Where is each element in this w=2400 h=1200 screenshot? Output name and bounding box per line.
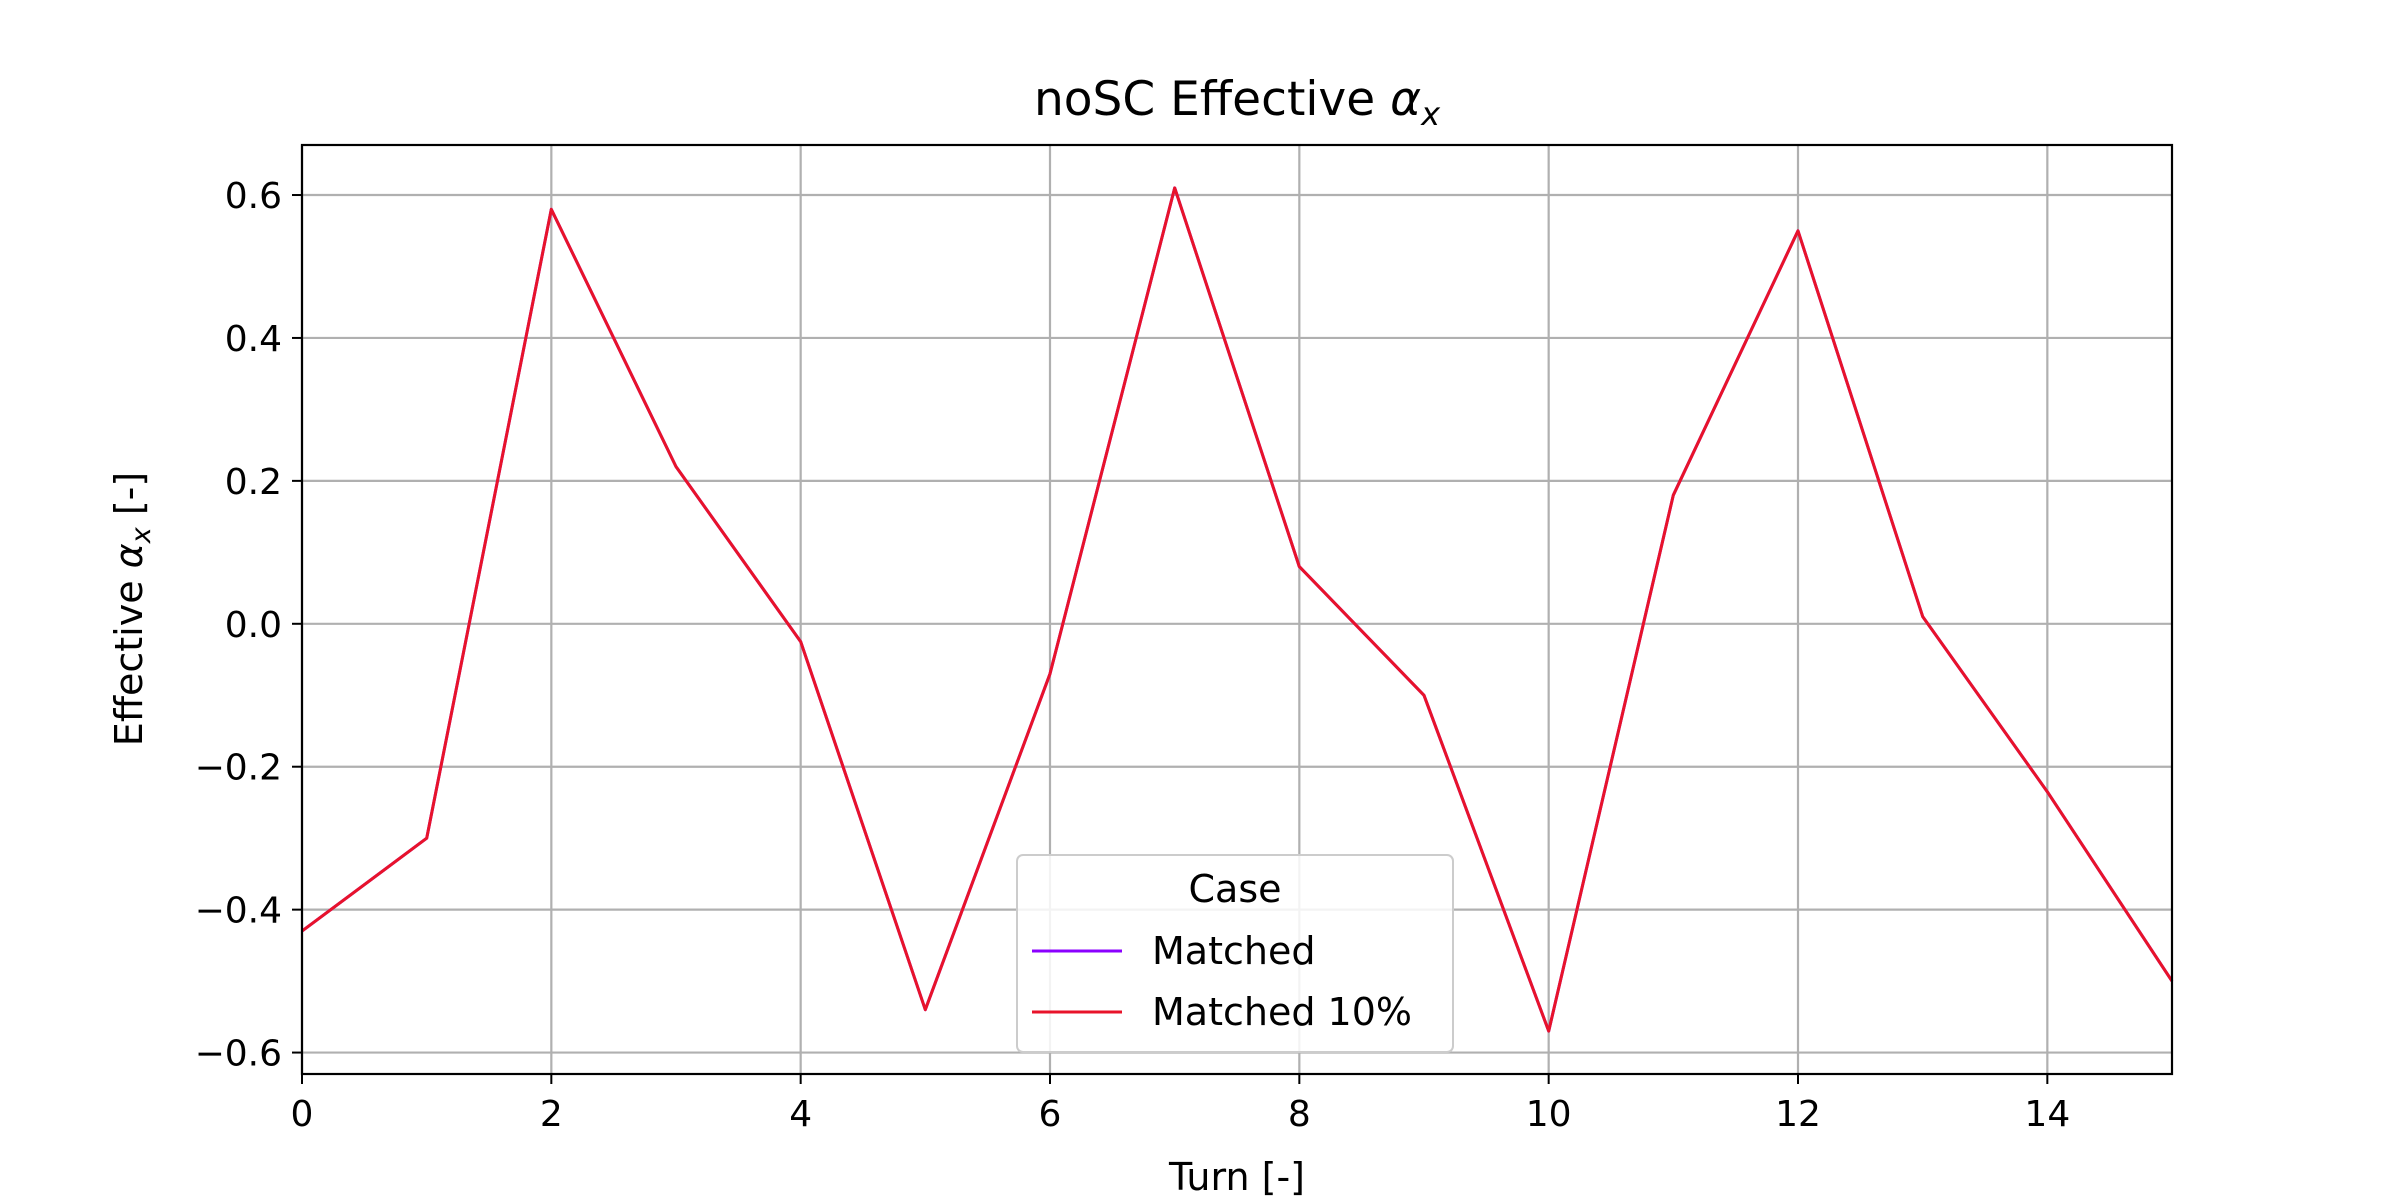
x-tick-label: 14 <box>2024 1094 2070 1135</box>
legend: Case Matched Matched 10% <box>1016 854 1454 1053</box>
series-lines <box>301 186 2174 1033</box>
x-axis-label: Turn [-] <box>1168 1155 1305 1199</box>
y-tick-label: 0.6 <box>225 176 282 217</box>
y-tick-label: 0.4 <box>225 319 282 360</box>
x-tick-label: 8 <box>1288 1094 1311 1135</box>
plot-frame <box>300 143 2174 1076</box>
x-tick-label: 2 <box>540 1094 563 1135</box>
grid <box>300 145 2172 1074</box>
legend-label-matched: Matched <box>1152 929 1315 973</box>
legend-label-matched-10pct: Matched 10% <box>1152 990 1412 1034</box>
x-tick-label: 12 <box>1775 1094 1821 1135</box>
y-tick-label: −0.4 <box>195 891 282 932</box>
legend-box <box>1016 854 1454 1053</box>
legend-title: Case <box>1189 867 1282 911</box>
chart-title: noSC Effective αx <box>1034 72 1441 133</box>
y-tick-label: −0.2 <box>195 748 282 789</box>
series-line-1 <box>301 186 2174 1033</box>
y-tick-label: 0.2 <box>225 462 282 503</box>
x-tick-label: 6 <box>1039 1094 1062 1135</box>
y-tick-label: 0.0 <box>225 605 282 646</box>
axis-ticks: 0 2 4 6 8 10 12 14 −0.6 −0.4 −0.2 0.0 0.2 0.4 0.6 <box>195 176 2071 1135</box>
x-tick-label: 0 <box>291 1094 314 1135</box>
x-tick-label: 10 <box>1526 1094 1572 1135</box>
y-tick-label: −0.6 <box>195 1034 282 1075</box>
y-axis-label: Effective αx [-] <box>107 472 157 746</box>
x-tick-label: 4 <box>789 1094 812 1135</box>
